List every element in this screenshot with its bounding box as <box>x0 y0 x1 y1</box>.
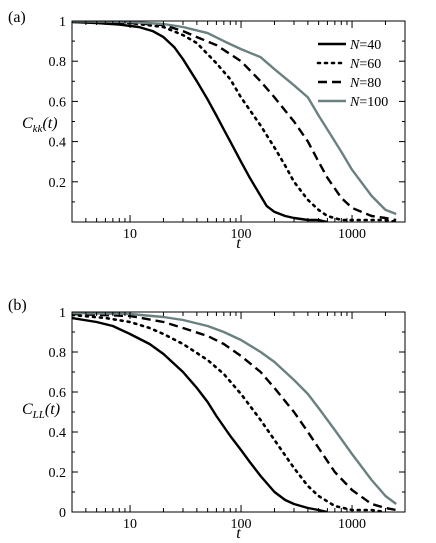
y-axis-label: Ckk(t) <box>22 115 58 135</box>
y-tick-label: 0.6 <box>49 95 67 110</box>
legend-label: N=100 <box>349 95 388 110</box>
y-tick-label: 0 <box>59 506 66 521</box>
series-line-n-60 <box>72 313 387 512</box>
legend-label: N=40 <box>349 38 381 53</box>
x-tick-label: 10 <box>123 517 137 532</box>
panel-label: (a) <box>8 9 26 26</box>
series-line-n-80 <box>72 312 397 512</box>
series-line-n-100 <box>72 312 397 505</box>
x-tick-label: 10 <box>123 227 137 242</box>
x-axis-label: t <box>236 235 241 252</box>
panel-b: (b) CLL(t) t 10 100 1000 0 0.2 0.4 0.6 0.8 1 <box>8 297 406 542</box>
y-tick-label: 0.8 <box>49 55 67 70</box>
panel-label: (b) <box>8 297 27 314</box>
legend-label: N=60 <box>349 57 381 72</box>
x-tick-label: 1000 <box>338 227 366 242</box>
series-group <box>72 21 398 222</box>
x-tick-label: 100 <box>231 227 252 242</box>
x-tick-label: 100 <box>231 517 252 532</box>
y-tick-label: 0.2 <box>49 176 67 191</box>
series-line-n-80 <box>72 21 397 222</box>
legend: N=40 N=60 N=80 N=100 <box>316 38 388 110</box>
y-tick-label: 0.2 <box>49 466 67 481</box>
panel-a: (a) Ckk(t) t 10 100 1000 0.2 0.4 0.6 0.8 1 N=40 N=60… <box>8 9 406 252</box>
y-tick-label: 1 <box>59 306 66 321</box>
y-axis-label: CLL(t) <box>22 401 60 421</box>
x-tick-label: 1000 <box>338 517 366 532</box>
plot-frame <box>71 311 406 513</box>
y-tick-label: 0.8 <box>49 346 67 361</box>
y-tick-label: 0.6 <box>49 386 67 401</box>
x-axis-label: t <box>236 525 241 542</box>
y-tick-label: 1 <box>59 15 66 30</box>
y-tick-label: 0.4 <box>49 136 67 151</box>
series-line-n-60 <box>72 21 398 222</box>
series-line-n-40 <box>72 316 328 512</box>
y-tick-label: 0.4 <box>49 426 67 441</box>
legend-label: N=80 <box>349 76 381 91</box>
series-group <box>72 312 397 512</box>
series-line-n-40 <box>72 21 328 222</box>
series-line-n-100 <box>72 21 397 216</box>
